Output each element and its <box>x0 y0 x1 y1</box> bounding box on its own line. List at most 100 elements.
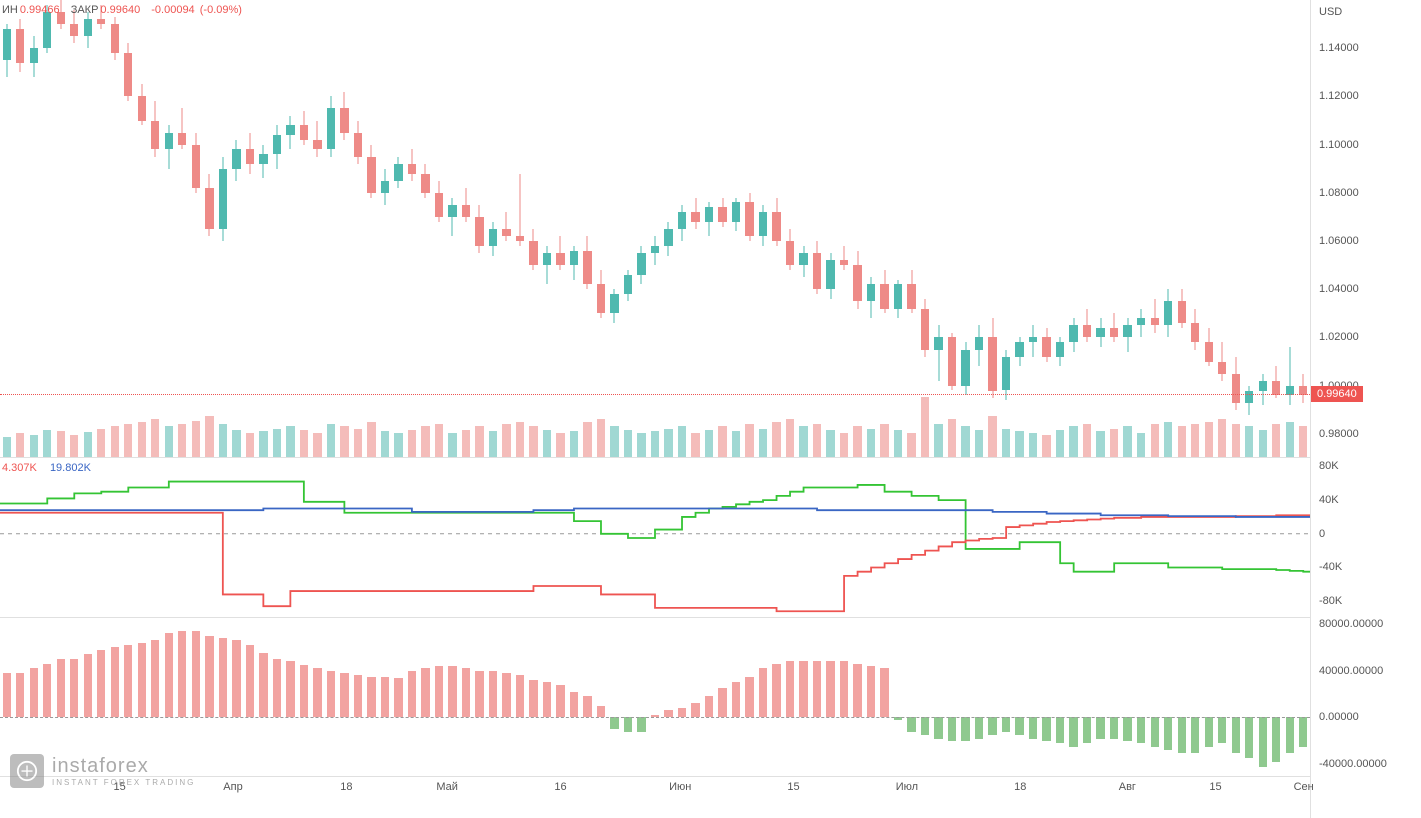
candle <box>813 0 821 458</box>
volume-bar <box>556 433 564 457</box>
indicator-panel-2[interactable] <box>0 618 1310 776</box>
volume-bar <box>219 424 227 457</box>
x-tick: 18 <box>1014 781 1026 793</box>
candle <box>678 0 686 458</box>
volume-bar <box>259 431 267 457</box>
volume-bar <box>165 426 173 457</box>
indicator2-bars <box>0 618 1310 776</box>
ind2-bar <box>43 664 51 718</box>
price-ytick: 1.06000 <box>1319 235 1359 247</box>
candle <box>610 0 618 458</box>
ind2-bar <box>988 717 996 735</box>
candle <box>1042 0 1050 458</box>
candle <box>705 0 713 458</box>
ind2-bar <box>664 710 672 717</box>
ind2-bar <box>1137 717 1145 743</box>
ind1-line-green <box>0 482 1310 572</box>
volume-bar <box>1056 430 1064 457</box>
volume-bar <box>691 433 699 457</box>
ind2-bar <box>340 673 348 717</box>
volume-bar <box>327 424 335 457</box>
candle <box>3 0 11 458</box>
x-tick: Июл <box>896 781 918 793</box>
indicator-panel-1[interactable]: 4.307K 19.802K <box>0 458 1310 618</box>
ind2-bar <box>462 668 470 717</box>
candle <box>624 0 632 458</box>
volume-bar <box>1029 433 1037 457</box>
candle <box>1178 0 1186 458</box>
candle <box>772 0 780 458</box>
volume-bar <box>624 430 632 457</box>
volume-bar <box>1002 429 1010 457</box>
volume-bar <box>1232 424 1240 457</box>
candle <box>70 0 78 458</box>
ind1-ytick: -80K <box>1319 595 1342 607</box>
candle <box>1259 0 1267 458</box>
candle <box>1123 0 1131 458</box>
ind2-bar <box>1178 717 1186 752</box>
candle <box>475 0 483 458</box>
candle <box>232 0 240 458</box>
volume-bar <box>1123 426 1131 457</box>
candle <box>1218 0 1226 458</box>
candle <box>934 0 942 458</box>
volume-bar <box>1286 422 1294 457</box>
volume-bar <box>570 431 578 457</box>
indicator1-svg <box>0 458 1310 618</box>
ind2-bar <box>408 671 416 718</box>
volume-bar <box>651 431 659 457</box>
candle <box>826 0 834 458</box>
ind2-bar <box>1272 717 1280 761</box>
y-axis-right: USD 0.980001.000001.020001.040001.060001… <box>1310 0 1421 818</box>
ind2-bar <box>1042 717 1050 740</box>
ind2-bar <box>799 661 807 717</box>
candle <box>1191 0 1199 458</box>
candle <box>489 0 497 458</box>
ind2-bar <box>1056 717 1064 743</box>
volume-bar <box>1191 424 1199 457</box>
volume-bar <box>1245 426 1253 457</box>
ind2-bar <box>97 650 105 718</box>
ind2-bar <box>934 717 942 738</box>
in-label: ИН <box>2 4 18 16</box>
volume-bar <box>664 429 672 457</box>
volume-bar <box>475 426 483 457</box>
volume-layer <box>0 397 1310 457</box>
price-panel[interactable]: ИН0.99466 ЗАКР0.99640 -0.00094 (-0.09%) <box>0 0 1310 458</box>
x-tick: 18 <box>340 781 352 793</box>
ind2-bar <box>30 668 38 717</box>
x-tick: Май <box>436 781 458 793</box>
ind2-bar <box>16 673 24 717</box>
ind2-bar <box>286 661 294 717</box>
price-ytick: 1.10000 <box>1319 139 1359 151</box>
ind2-bar <box>1029 717 1037 738</box>
ind2-bar <box>907 717 915 731</box>
ind2-bar <box>529 680 537 717</box>
volume-bar <box>1178 426 1186 457</box>
volume-bar <box>286 426 294 457</box>
ind2-bar <box>1259 717 1267 766</box>
x-tick: Сен <box>1294 781 1314 793</box>
ind2-bar <box>421 668 429 717</box>
volume-bar <box>367 422 375 457</box>
price-ytick: 1.04000 <box>1319 283 1359 295</box>
ind2-bar <box>1245 717 1253 758</box>
indicator2-zero-line <box>0 717 1310 718</box>
ind2-bar <box>502 673 510 717</box>
volume-bar <box>3 437 11 457</box>
volume-bar <box>1069 426 1077 457</box>
candle <box>1002 0 1010 458</box>
candle <box>651 0 659 458</box>
candle <box>259 0 267 458</box>
candle <box>421 0 429 458</box>
watermark-main: instaforex <box>52 755 195 778</box>
candle <box>435 0 443 458</box>
ind2-bar <box>448 666 456 717</box>
candle <box>1069 0 1077 458</box>
volume-bar <box>151 419 159 457</box>
ind2-bar <box>691 703 699 717</box>
volume-bar <box>84 432 92 457</box>
candle <box>165 0 173 458</box>
ind2-bar <box>1002 717 1010 731</box>
price-ytick: 1.02000 <box>1319 331 1359 343</box>
